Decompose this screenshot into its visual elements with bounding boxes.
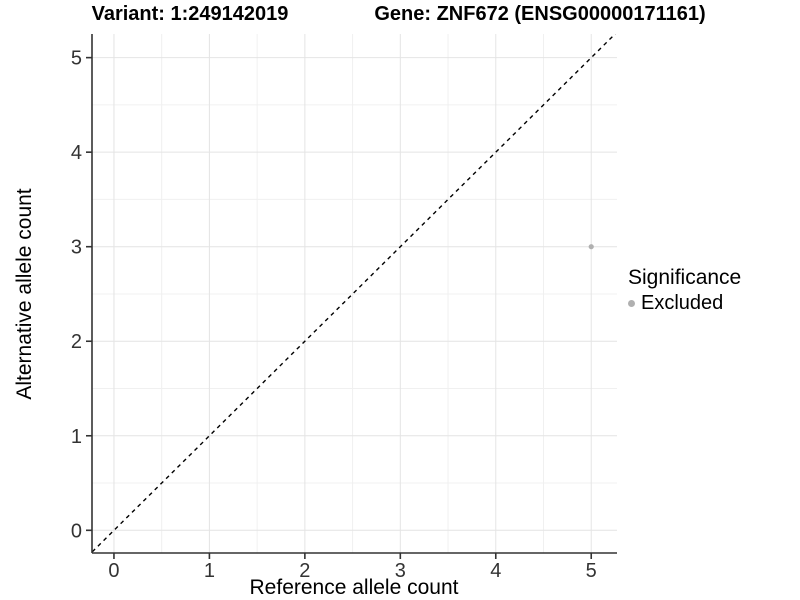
y-tick-label: 4 — [71, 142, 82, 164]
x-tick-label: 2 — [299, 560, 310, 582]
data-point — [588, 244, 594, 250]
y-tick-label: 2 — [71, 331, 82, 353]
excluded-point-swatch — [628, 300, 635, 307]
variant-title: Variant: 1:249142019 — [91, 3, 289, 25]
legend-item-excluded: Excluded — [628, 292, 741, 315]
x-tick-label: 4 — [490, 560, 501, 582]
legend-title: Significance — [628, 266, 742, 289]
y-tick-label: 5 — [71, 48, 82, 70]
y-tick-label: 3 — [71, 237, 82, 259]
x-tick-label: 5 — [586, 560, 597, 582]
x-tick-label: 3 — [395, 560, 406, 582]
y-tick-label: 0 — [71, 520, 82, 542]
x-tick-label: 0 — [108, 560, 119, 582]
x-axis-title: Reference allele count — [249, 576, 459, 599]
y-tick-label: 1 — [71, 426, 82, 448]
identity-line — [92, 34, 617, 553]
x-tick-label: 1 — [204, 560, 215, 582]
legend-item-label: Excluded — [641, 292, 724, 314]
legend: Significance Excluded — [628, 266, 741, 315]
y-axis-title: Alternative allele count — [13, 188, 36, 400]
gene-title: Gene: ZNF672 (ENSG00000171161) — [374, 3, 706, 25]
